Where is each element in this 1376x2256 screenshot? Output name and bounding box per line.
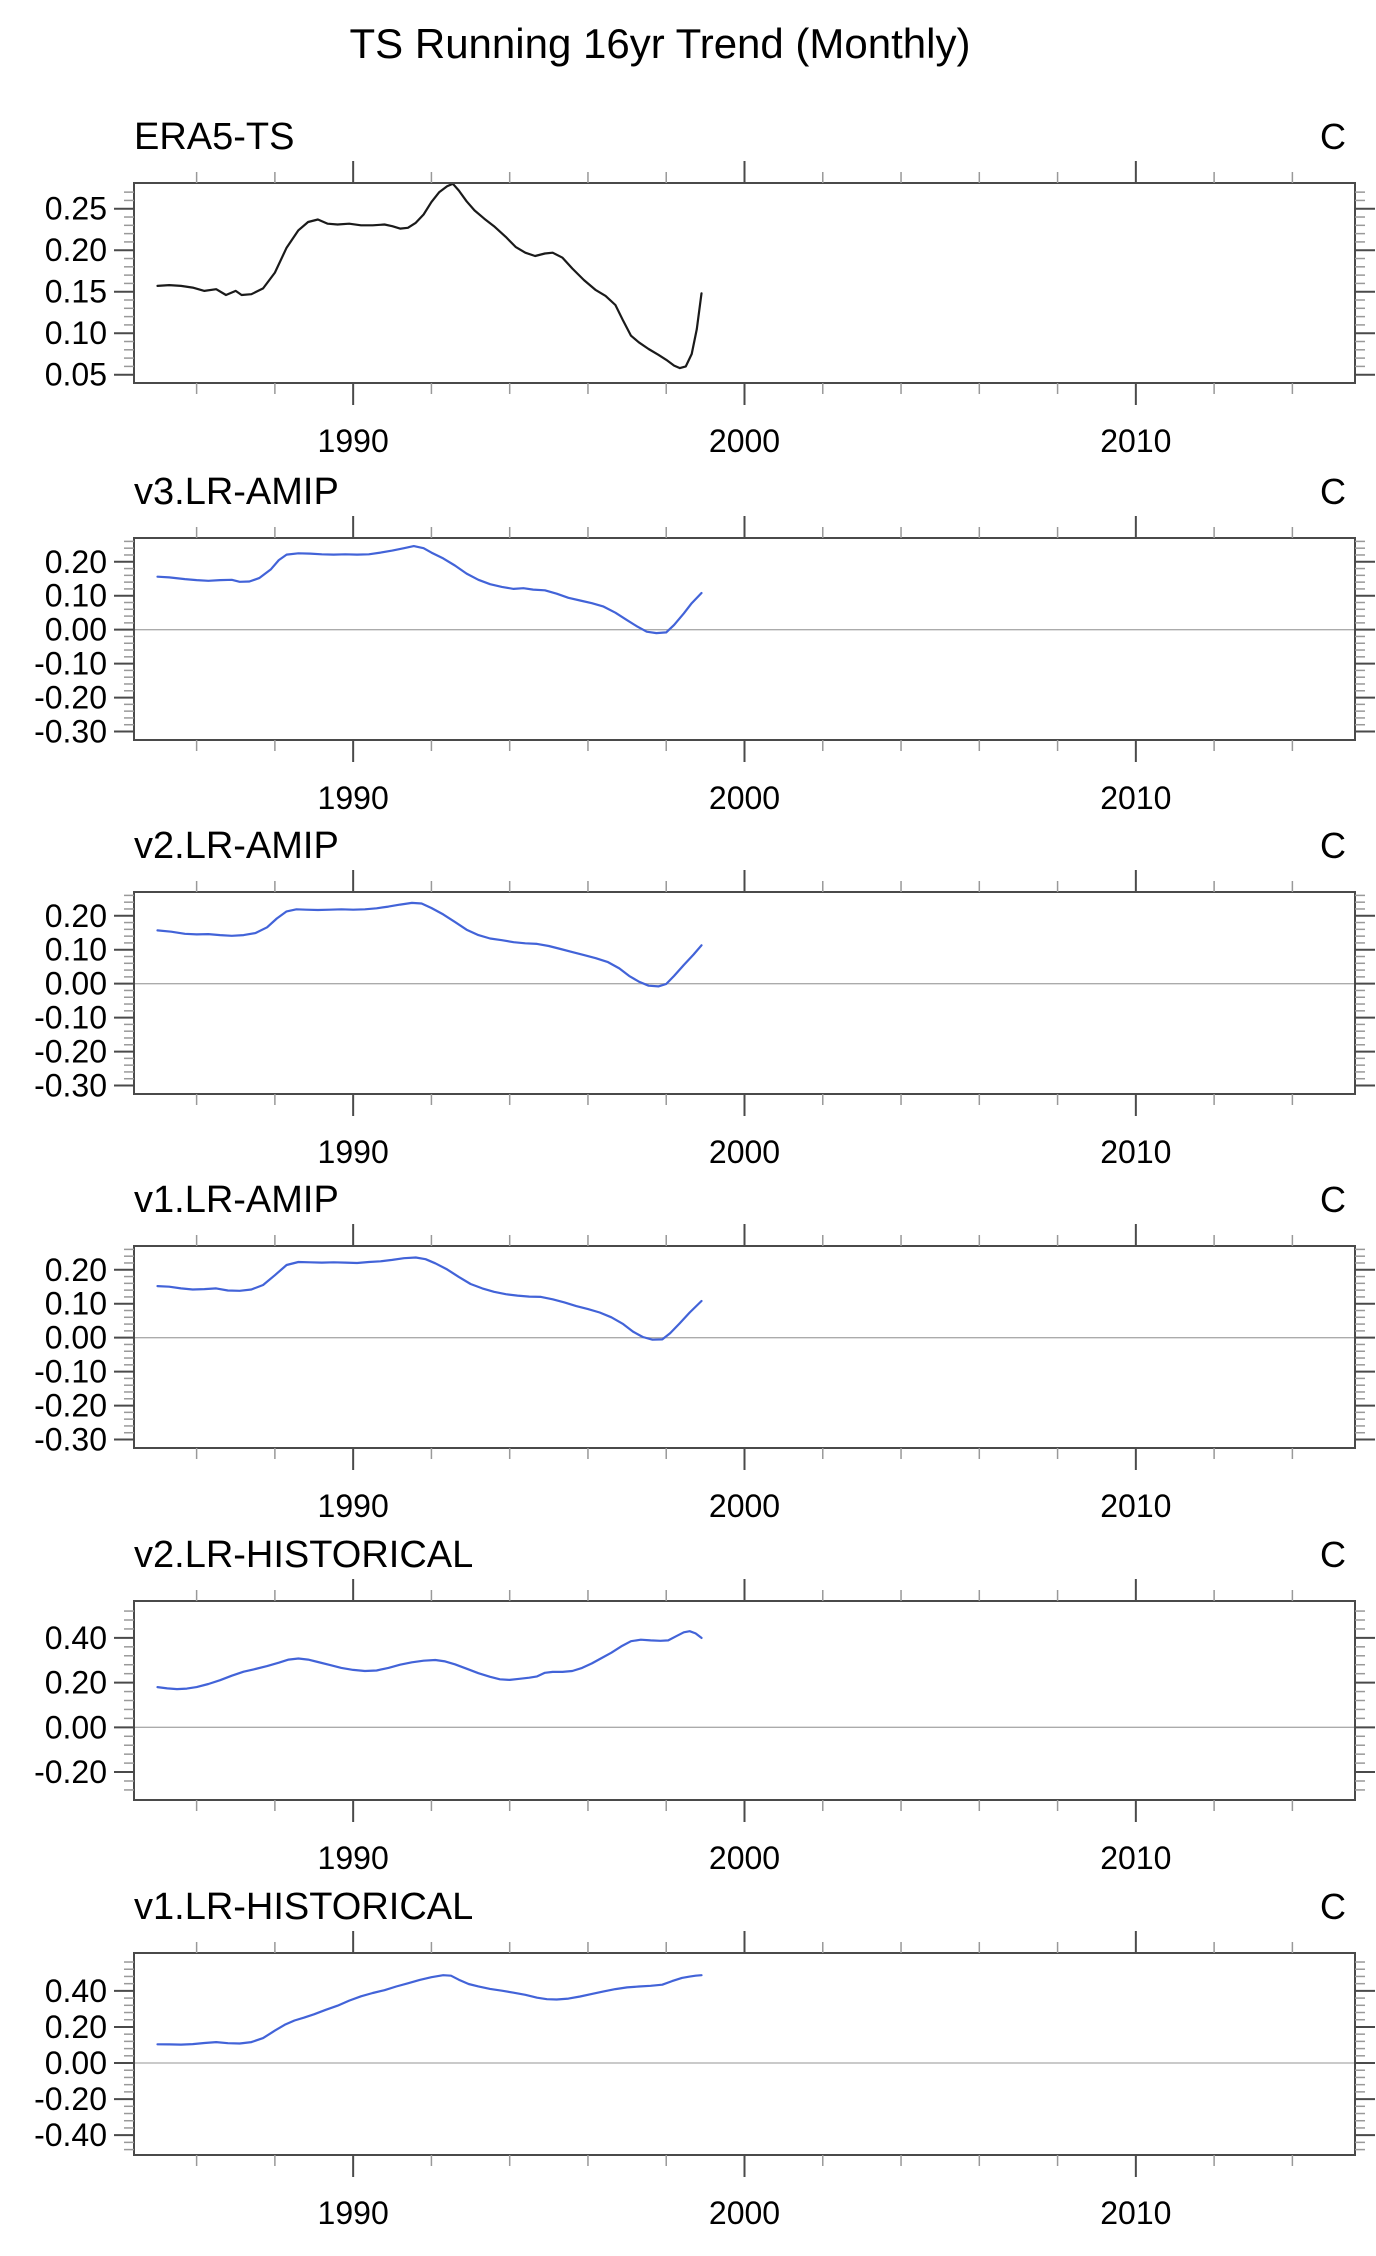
y-tick-label: 0.20	[45, 232, 107, 268]
y-tick-label: 0.40	[45, 1620, 107, 1656]
y-tick-label: -0.10	[34, 1000, 107, 1036]
x-tick-label: 2000	[709, 2195, 780, 2231]
x-tick-label: 1990	[318, 423, 389, 459]
y-tick-label: -0.20	[34, 1388, 107, 1424]
panel-v2-lr-historical: v2.LR-HISTORICAL C 1990 2000 2010 0.40 0.20 0.0…	[34, 1534, 1375, 1876]
panel-title: ERA5-TS	[134, 116, 294, 158]
trend-line	[156, 182, 703, 370]
axis-ticks	[114, 870, 1375, 1116]
panel-unit-label: C	[1320, 825, 1346, 866]
plot-box	[133, 1600, 1356, 1801]
x-tick-label: 2010	[1100, 1134, 1171, 1170]
x-tick-label: 2010	[1100, 1488, 1171, 1524]
y-tick-label: 0.00	[45, 2045, 107, 2081]
y-tick-label: 0.05	[45, 357, 107, 393]
plot-box	[133, 182, 1356, 384]
trend-line	[156, 1974, 703, 2046]
x-tick-label: 2010	[1100, 423, 1171, 459]
y-tick-label: 0.20	[45, 544, 107, 580]
axis-ticks	[114, 1224, 1375, 1470]
x-tick-label: 2010	[1100, 780, 1171, 816]
y-tick-label: -0.20	[34, 680, 107, 716]
panel-era5-ts: ERA5-TS C 1990 2000 2010 0.25 0.20 0.15 0.10 0.05	[45, 116, 1375, 459]
y-tick-label: -0.40	[34, 2117, 107, 2153]
panel-title: v2.LR-AMIP	[134, 825, 339, 867]
plot-box	[133, 537, 1356, 741]
x-tick-label: 2000	[709, 780, 780, 816]
x-tick-label: 1990	[318, 1134, 389, 1170]
y-tick-label: 0.10	[45, 932, 107, 968]
panel-unit-label: C	[1320, 116, 1346, 157]
y-tick-label: 0.00	[45, 1709, 107, 1745]
panel-title: v1.LR-HISTORICAL	[134, 1886, 473, 1928]
axis-ticks	[114, 1931, 1375, 2177]
x-tick-label: 2000	[709, 1134, 780, 1170]
y-tick-label: 0.20	[45, 2009, 107, 2045]
y-tick-label: 0.00	[45, 612, 107, 648]
y-tick-label: -0.20	[34, 2081, 107, 2117]
panel-unit-label: C	[1320, 1179, 1346, 1220]
y-tick-label: 0.20	[45, 1665, 107, 1701]
y-tick-label: 0.25	[45, 191, 107, 227]
panel-unit-label: C	[1320, 1534, 1346, 1575]
panel-title: v3.LR-AMIP	[134, 471, 339, 513]
y-tick-label: -0.30	[34, 1422, 107, 1458]
y-tick-label: 0.00	[45, 1320, 107, 1356]
trend-line	[156, 901, 703, 988]
y-tick-label: 0.40	[45, 1973, 107, 2009]
panel-v2-lr-amip: v2.LR-AMIP C 1990 2000 2010 0.200.100.00-0.10…	[34, 825, 1375, 1170]
panel-unit-label: C	[1320, 1886, 1346, 1927]
y-tick-label: -0.30	[34, 1068, 107, 1104]
y-tick-label: -0.10	[34, 1354, 107, 1390]
panel-v1-lr-amip: v1.LR-AMIP C 1990 2000 2010 0.200.100.00-0.10…	[34, 1179, 1375, 1524]
x-tick-label: 2010	[1100, 2195, 1171, 2231]
axis-ticks	[114, 516, 1375, 762]
x-tick-label: 2000	[709, 1840, 780, 1876]
y-tick-label: -0.30	[34, 714, 107, 750]
plot-box	[133, 1952, 1356, 2156]
x-tick-label: 1990	[318, 1840, 389, 1876]
x-tick-label: 2000	[709, 1488, 780, 1524]
plot-box	[133, 891, 1356, 1095]
panel-unit-label: C	[1320, 471, 1346, 512]
y-tick-label: 0.10	[45, 578, 107, 614]
axis-ticks	[114, 161, 1375, 405]
x-tick-label: 1990	[318, 2195, 389, 2231]
figure-title: TS Running 16yr Trend (Monthly)	[349, 20, 971, 67]
y-tick-label: 0.15	[45, 274, 107, 310]
y-tick-label: -0.20	[34, 1754, 107, 1790]
panel-v1-lr-historical: v1.LR-HISTORICAL C 1990 2000 2010 0.400.200.0…	[34, 1886, 1375, 2231]
y-tick-label: -0.20	[34, 1034, 107, 1070]
x-tick-label: 1990	[318, 1488, 389, 1524]
axis-ticks	[114, 1579, 1375, 1822]
y-tick-label: 0.00	[45, 966, 107, 1002]
panel-v3-lr-amip: v3.LR-AMIP C 1990 2000 2010 0.200.100.00-0.10…	[34, 471, 1375, 816]
y-tick-label: 0.20	[45, 898, 107, 934]
panel-title: v1.LR-AMIP	[134, 1179, 339, 1221]
trend-line	[156, 1630, 703, 1691]
y-tick-label: 0.10	[45, 315, 107, 351]
y-tick-label: -0.10	[34, 646, 107, 682]
x-tick-label: 2000	[709, 423, 780, 459]
y-tick-label: 0.10	[45, 1286, 107, 1322]
x-tick-label: 1990	[318, 780, 389, 816]
plot-box	[133, 1245, 1356, 1449]
panel-title: v2.LR-HISTORICAL	[134, 1534, 473, 1576]
x-tick-label: 2010	[1100, 1840, 1171, 1876]
trend-line	[156, 1256, 703, 1341]
trend-line	[156, 545, 703, 635]
y-tick-label: 0.20	[45, 1252, 107, 1288]
